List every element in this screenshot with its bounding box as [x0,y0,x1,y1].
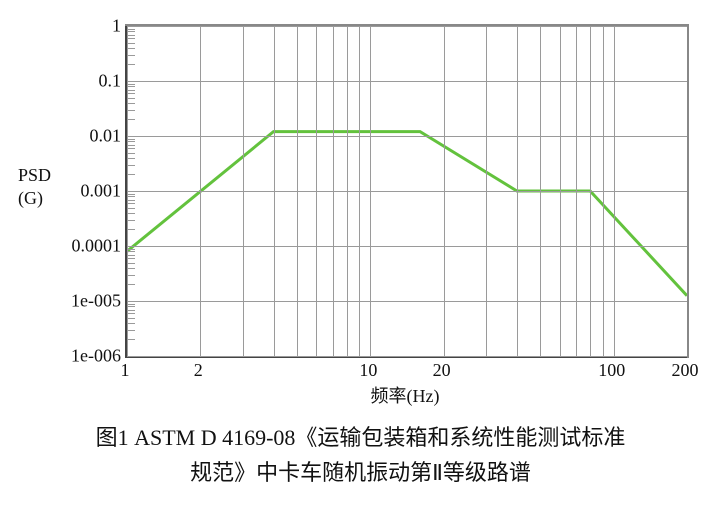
y-minor-tick [127,306,135,307]
y-minor-tick [127,64,135,65]
y-minor-tick [127,103,135,104]
x-tick-label: 20 [433,360,451,381]
gridline-v [517,26,518,356]
gridline-v [333,26,334,356]
y-minor-tick [127,251,135,252]
plot-area [125,26,687,358]
y-minor-tick [127,208,135,209]
y-tick-label: 0.001 [31,181,121,202]
gridline-v [200,26,201,356]
y-minor-tick [127,93,135,94]
gridline-v [614,26,615,356]
y-tick-label: 1e-005 [31,291,121,312]
y-minor-tick [127,98,135,99]
y-minor-tick [127,119,135,120]
plot-container: PSD (G) 频率(Hz) 10.10.010.0010.00011e-005… [0,12,721,412]
y-minor-tick [127,31,135,32]
y-minor-tick [127,148,135,149]
y-minor-tick [127,84,135,85]
gridline-v [603,26,604,356]
gridline-v [316,26,317,356]
y-minor-tick [127,229,135,230]
y-minor-tick [127,139,135,140]
gridline-v [347,26,348,356]
y-minor-tick [127,145,135,146]
gridline-v [590,26,591,356]
y-minor-tick [127,55,135,56]
x-tick-label: 200 [672,360,699,381]
y-minor-tick [127,194,135,195]
gridline-v [687,26,688,356]
gridline-v [370,26,371,356]
x-tick-label: 10 [359,360,377,381]
y-minor-tick [127,200,135,201]
y-tick-label: 0.01 [31,126,121,147]
gridline-v [576,26,577,356]
y-minor-tick [127,263,135,264]
figure: PSD (G) 频率(Hz) 10.10.010.0010.00011e-005… [0,0,721,520]
y-minor-tick [127,304,135,305]
y-tick-label: 0.1 [31,71,121,92]
y-minor-tick [127,165,135,166]
y-tick-label: 1 [31,16,121,37]
y-minor-tick [127,196,135,197]
y-minor-tick [127,158,135,159]
y-tick-label: 1e-006 [31,346,121,367]
gridline-v [486,26,487,356]
gridline-v [297,26,298,356]
y-minor-tick [127,275,135,276]
y-minor-tick [127,339,135,340]
y-minor-tick [127,313,135,314]
y-minor-tick [127,310,135,311]
gridline-v [560,26,561,356]
y-minor-tick [127,38,135,39]
y-minor-tick [127,323,135,324]
gridline-h [127,356,687,357]
caption-line2: 规范》中卡车随机振动第Ⅱ等级路谱 [190,460,531,485]
x-axis-label: 频率(Hz) [125,382,685,408]
y-minor-tick [127,318,135,319]
y-minor-tick [127,268,135,269]
gridline-v [127,26,128,356]
x-tick-label: 2 [194,360,203,381]
y-minor-tick [127,153,135,154]
figure-caption: 图1 ASTM D 4169-08《运输包装箱和系统性能测试标准 规范》中卡车随… [0,420,721,490]
x-tick-label: 1 [121,360,130,381]
y-minor-tick [127,213,135,214]
y-minor-tick [127,203,135,204]
gridline-v [444,26,445,356]
gridline-v [274,26,275,356]
y-minor-tick [127,48,135,49]
y-minor-tick [127,141,135,142]
y-minor-tick [127,29,135,30]
y-minor-tick [127,258,135,259]
y-minor-tick [127,90,135,91]
gridline-v [359,26,360,356]
y-minor-tick [127,284,135,285]
caption-line1: 图1 ASTM D 4169-08《运输包装箱和系统性能测试标准 [96,425,626,450]
y-minor-tick [127,35,135,36]
y-minor-tick [127,86,135,87]
y-minor-tick [127,220,135,221]
y-minor-tick [127,249,135,250]
y-minor-tick [127,110,135,111]
gridline-v [243,26,244,356]
x-tick-label: 100 [598,360,625,381]
y-minor-tick [127,255,135,256]
y-minor-tick [127,330,135,331]
gridline-v [540,26,541,356]
y-minor-tick [127,174,135,175]
y-minor-tick [127,43,135,44]
y-tick-label: 0.0001 [31,236,121,257]
